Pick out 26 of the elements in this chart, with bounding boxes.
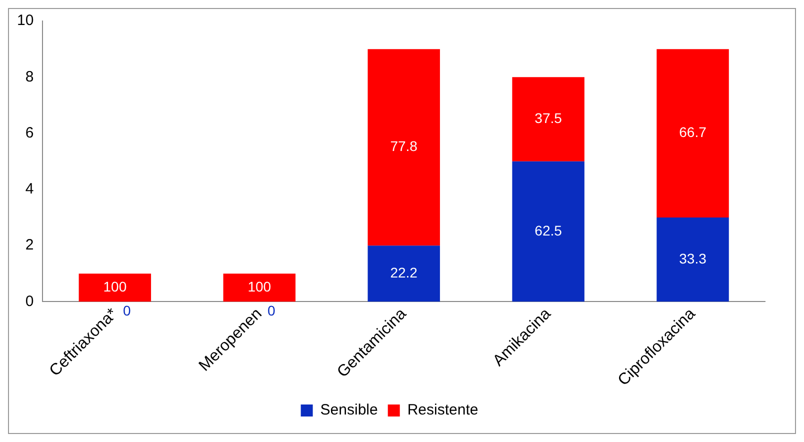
bar	[78, 274, 152, 302]
y-tick-label: 0	[25, 292, 34, 310]
y-tick-label: 10	[16, 12, 34, 30]
annotation: 100	[103, 278, 127, 295]
annotation: 37.5	[534, 110, 562, 126]
bar	[656, 49, 729, 218]
legend-label: Resistente	[407, 402, 478, 419]
y-tick-label: 6	[25, 124, 34, 142]
annotation: 66.7	[679, 124, 707, 140]
bar	[512, 77, 584, 162]
y-tick-label: 8	[25, 68, 34, 86]
bar	[656, 218, 729, 302]
bar	[368, 49, 440, 246]
bar	[512, 161, 584, 302]
annotation: 33.3	[679, 250, 707, 266]
y-tick-label: 4	[25, 180, 34, 198]
annotation: 77.8	[390, 138, 418, 154]
text: 0	[123, 302, 132, 319]
bar	[223, 274, 296, 302]
annotation: 22.2	[390, 264, 418, 281]
annotation: 100	[248, 278, 272, 295]
annotation: 62.5	[534, 222, 562, 238]
bar	[368, 246, 440, 302]
y-tick-label: 2	[25, 236, 34, 254]
text: 0	[267, 302, 276, 319]
legend-label: Sensible	[320, 402, 378, 419]
